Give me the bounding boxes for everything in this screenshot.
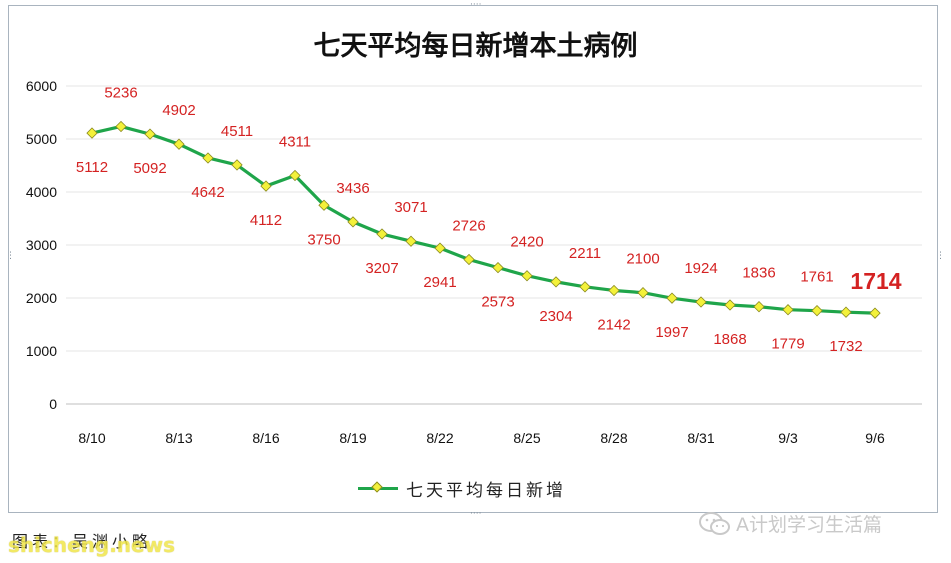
x-tick-label: 8/16 (252, 430, 279, 446)
x-tick-label: 8/10 (78, 430, 105, 446)
data-point (579, 281, 591, 293)
data-label: 4112 (250, 212, 282, 229)
data-point (405, 235, 417, 247)
data-point (637, 287, 649, 299)
data-label: 2726 (452, 218, 485, 235)
data-label: 1761 (800, 269, 833, 286)
data-point (115, 120, 127, 133)
data-point (724, 299, 736, 311)
data-point (782, 304, 794, 316)
y-tick-label: 1000 (26, 343, 57, 359)
x-tick-label: 8/31 (687, 430, 714, 446)
data-label: 1868 (713, 331, 746, 348)
account-name: A计划学习生活篇 (736, 514, 882, 536)
y-tick-label: 2000 (26, 290, 57, 306)
resize-handle-right[interactable]: ⋮ (936, 251, 945, 261)
data-label: 1924 (684, 260, 717, 277)
data-label: 1714 (850, 268, 901, 294)
x-tick-label: 8/22 (426, 430, 453, 446)
data-point (289, 169, 301, 182)
data-point (811, 305, 823, 317)
data-label: 3436 (336, 180, 369, 197)
legend-label: 七天平均每日新增 (406, 480, 566, 501)
resize-handle-left[interactable]: ⋮ (6, 251, 15, 261)
data-point (231, 159, 243, 171)
data-label: 5236 (104, 84, 137, 101)
data-point (492, 261, 504, 274)
site-watermark: shicheng.news (8, 533, 175, 557)
data-point (608, 284, 620, 297)
y-tick-label: 4000 (26, 184, 57, 200)
data-point (318, 199, 330, 211)
data-label: 2573 (481, 294, 514, 311)
x-tick-label: 8/19 (339, 430, 366, 446)
x-tick-label: 9/3 (778, 430, 798, 446)
data-label: 5112 (76, 159, 108, 176)
resize-handle-top[interactable]: ···· (470, 0, 482, 10)
chart-legend: 七天平均每日新增 (358, 478, 566, 501)
data-point (173, 138, 185, 150)
data-label: 2100 (626, 251, 659, 268)
data-label: 5092 (133, 160, 166, 177)
data-label: 1779 (771, 336, 804, 353)
data-label: 1997 (655, 324, 688, 341)
y-tick-label: 5000 (26, 131, 57, 147)
data-point (753, 301, 765, 313)
data-label: 1732 (829, 338, 862, 355)
data-label: 4642 (191, 184, 224, 201)
x-tick-label: 8/28 (600, 430, 627, 446)
chart-title: 七天平均每日新增本土病例 (313, 31, 638, 62)
data-point (434, 242, 446, 254)
data-label: 2941 (423, 274, 456, 291)
data-point (550, 276, 562, 288)
caption-text: 图表：吴渊小略 (12, 532, 153, 551)
data-point (86, 127, 98, 139)
data-label: 4511 (221, 123, 253, 140)
legend-marker (358, 480, 398, 493)
data-label: 3071 (394, 199, 427, 216)
data-point (376, 228, 388, 240)
data-point (869, 307, 881, 319)
data-point (347, 216, 359, 228)
data-label: 3750 (307, 231, 340, 248)
resize-handle-bottom[interactable]: ···· (470, 509, 482, 519)
data-label: 4902 (162, 102, 195, 119)
series-line (91, 124, 876, 315)
data-label: 3207 (365, 260, 398, 277)
x-tick-label: 8/13 (165, 430, 192, 446)
data-point (666, 292, 678, 304)
data-point (521, 270, 533, 282)
data-label: 2142 (597, 316, 630, 333)
data-point (695, 296, 707, 308)
data-point (260, 180, 272, 192)
data-label: 4311 (279, 134, 311, 151)
data-label: 2420 (510, 234, 543, 251)
x-tick-label: 8/25 (513, 430, 540, 446)
y-tick-label: 6000 (26, 78, 57, 94)
data-point (840, 306, 852, 318)
y-tick-label: 3000 (26, 237, 57, 253)
wechat-icon (699, 511, 730, 535)
data-label: 1836 (742, 265, 775, 282)
data-label: 2304 (539, 308, 572, 325)
x-tick-label: 9/6 (865, 430, 885, 446)
data-point (463, 253, 475, 266)
data-point (202, 152, 214, 164)
account-watermark: A计划学习生活篇 (698, 510, 882, 537)
data-point (144, 128, 156, 140)
y-tick-label: 0 (49, 396, 57, 412)
data-label: 2211 (569, 245, 601, 262)
